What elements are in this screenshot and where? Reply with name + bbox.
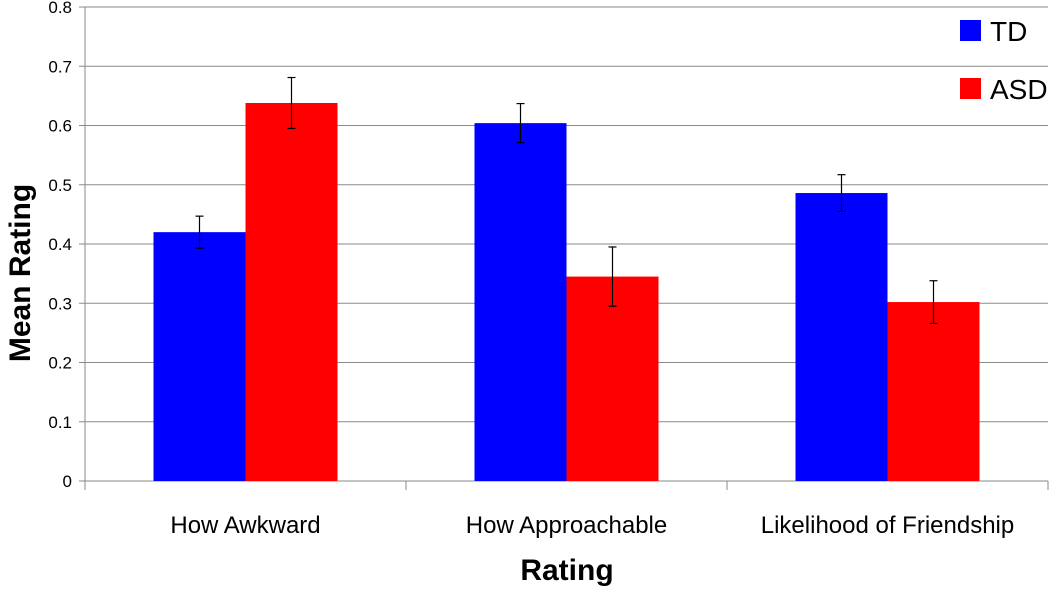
legend: TD ASD — [960, 16, 1048, 105]
y-tick-label: 0.5 — [48, 176, 72, 195]
y-tick-label: 0.4 — [48, 235, 72, 254]
legend-label-td: TD — [990, 16, 1027, 47]
tick-labels: 0 0.1 0.2 0.3 0.4 0.5 0.6 0.7 0.8 How Awkward How … — [48, 0, 1014, 539]
x-category-label: How Awkward — [170, 512, 320, 539]
y-axis-title: Mean Rating — [4, 184, 37, 362]
x-axis-title: Rating — [520, 554, 613, 587]
error-bars — [195, 76, 938, 324]
y-tick-label: 0.1 — [48, 413, 72, 432]
x-category-label: Likelihood of Friendship — [761, 512, 1015, 539]
legend-swatch-td — [960, 20, 981, 41]
bar-td-2 — [474, 123, 567, 481]
y-tick-label: 0 — [63, 472, 72, 491]
y-tick-label: 0.6 — [48, 117, 72, 136]
legend-swatch-asd — [960, 78, 981, 99]
bar-td-1 — [153, 232, 246, 481]
legend-label-asd: ASD — [990, 74, 1048, 105]
bar-asd-2 — [566, 276, 659, 481]
bar-asd-1 — [245, 102, 338, 482]
y-tick-label: 0.7 — [48, 57, 72, 76]
bar-td-3 — [795, 193, 888, 482]
bar-asd-3 — [887, 302, 980, 481]
y-tick-label: 0.3 — [48, 294, 72, 313]
y-tick-label: 0.8 — [48, 0, 72, 17]
y-tick-label: 0.2 — [48, 354, 72, 373]
x-category-label: How Approachable — [466, 512, 667, 539]
bars — [153, 102, 980, 482]
